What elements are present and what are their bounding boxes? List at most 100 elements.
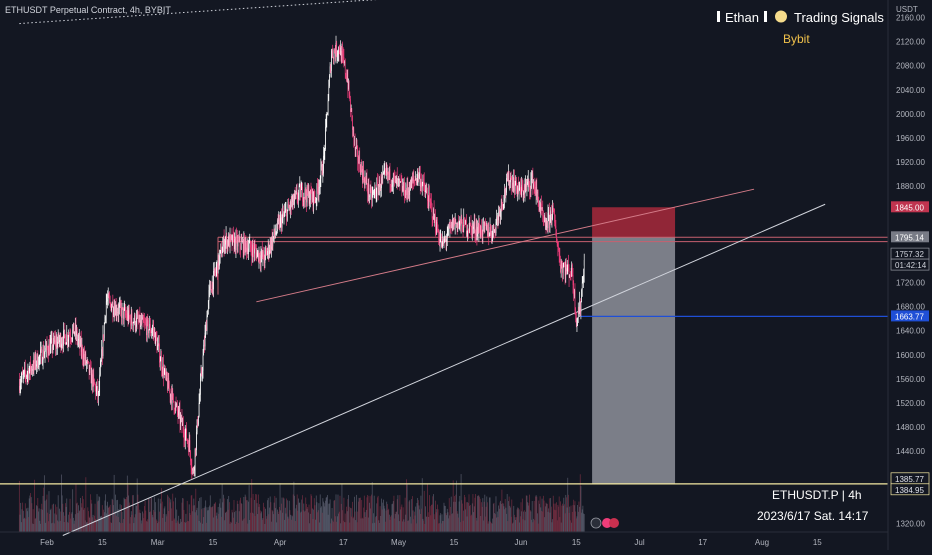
- volume-bar: [134, 517, 135, 532]
- candle-body: [533, 183, 534, 188]
- candle-body: [404, 181, 405, 198]
- candle-body: [34, 358, 35, 364]
- candle-body: [110, 302, 112, 311]
- volume-bar: [443, 502, 445, 532]
- candle-body: [316, 184, 318, 201]
- candle-body: [451, 222, 453, 231]
- event-earnings-icon[interactable]: [602, 518, 612, 528]
- volume-bar: [522, 519, 524, 532]
- volume-bar: [122, 519, 124, 532]
- candle-body: [346, 76, 347, 81]
- candle-body: [487, 229, 489, 236]
- candle-body: [489, 226, 491, 235]
- volume-bar: [354, 511, 356, 532]
- candle-body: [154, 330, 155, 332]
- volume-bar: [94, 515, 95, 532]
- position-tool[interactable]: [592, 207, 676, 484]
- volume-bar: [423, 520, 424, 532]
- candle-body: [228, 235, 229, 246]
- price-tick-label: 1560.00: [896, 375, 925, 384]
- candle-body: [168, 377, 170, 389]
- candle-body: [466, 232, 468, 234]
- candle-body: [89, 366, 91, 373]
- drawings[interactable]: [0, 0, 888, 536]
- volume-bar: [498, 505, 500, 532]
- price-tick-label: 1320.00: [896, 520, 925, 529]
- volume-bar: [139, 509, 141, 532]
- candle-body: [543, 216, 544, 218]
- price-label-countdown: 01:42:14: [895, 261, 927, 270]
- candle-body: [472, 224, 474, 229]
- volume-bar: [524, 520, 526, 532]
- time-tick-label: Jul: [634, 538, 644, 547]
- trendline-white-rising[interactable]: [62, 203, 826, 536]
- candle-body: [226, 235, 228, 249]
- take-profit-zone[interactable]: [592, 237, 676, 484]
- volume-bar: [194, 512, 196, 532]
- volume-bar: [121, 512, 123, 532]
- price-label-box: [890, 483, 930, 496]
- volume-bar: [392, 503, 394, 532]
- event-flag-icon[interactable]: [609, 518, 619, 528]
- candle-body: [411, 178, 413, 189]
- volume-bar: [26, 511, 28, 532]
- volume-bar: [385, 510, 387, 532]
- volume-bar: [267, 500, 268, 532]
- candle-body: [489, 234, 490, 237]
- volume-bar: [58, 521, 60, 532]
- candle-body: [107, 294, 109, 300]
- candle-body: [346, 78, 348, 81]
- volume-bar: [118, 509, 120, 532]
- candle-body: [365, 178, 366, 181]
- trendline-pink[interactable]: [256, 188, 755, 303]
- volume-bar: [444, 505, 446, 532]
- candle-body: [294, 193, 296, 195]
- candle-body: [75, 325, 77, 336]
- candle-body: [118, 307, 120, 314]
- volume-bar: [400, 509, 401, 532]
- candle-body: [363, 168, 364, 180]
- volume-bar: [212, 505, 214, 532]
- candle-body: [315, 200, 317, 201]
- stop-loss-zone[interactable]: [592, 207, 676, 238]
- volume-bar: [378, 520, 380, 532]
- volume-bar: [215, 502, 216, 532]
- volume-bar: [241, 503, 243, 532]
- volume-bar: [314, 505, 316, 532]
- volume-bar: [316, 502, 318, 532]
- candle-body: [260, 255, 262, 263]
- volume-bar: [458, 517, 459, 532]
- volume-bar: [300, 512, 301, 532]
- volume-bar: [167, 496, 169, 532]
- volume-bar: [428, 516, 430, 532]
- volume-bar: [519, 516, 521, 532]
- volume-bar: [555, 510, 557, 532]
- volume-bar: [342, 520, 344, 532]
- candle-body: [435, 228, 437, 234]
- volume-bar: [374, 522, 376, 532]
- brand-separator-icon: [764, 11, 767, 22]
- candle-body: [40, 350, 41, 356]
- volume-bar: [384, 521, 386, 532]
- candle-body: [575, 311, 576, 316]
- candle-body: [252, 244, 253, 258]
- candle-body: [452, 219, 453, 231]
- volume-bar: [322, 498, 324, 532]
- volume-bar: [255, 494, 257, 532]
- volume-bar: [408, 520, 409, 532]
- volume-bar: [357, 501, 359, 532]
- volume-bar: [295, 508, 297, 532]
- volume-bar: [142, 513, 144, 532]
- candle-body: [348, 81, 350, 97]
- event-flash-icon[interactable]: [590, 517, 602, 529]
- candle-body: [67, 334, 68, 342]
- volume-bar: [537, 523, 539, 532]
- time-axis[interactable]: Feb 15 Mar 15 Apr 17 May 15 Jun 15 Jul 17 Aug 15: [40, 538, 822, 547]
- candle-body: [529, 190, 531, 191]
- volume-bar: [517, 507, 519, 532]
- candle-body: [574, 290, 575, 296]
- candle-body: [342, 50, 343, 54]
- candle-body: [152, 328, 154, 330]
